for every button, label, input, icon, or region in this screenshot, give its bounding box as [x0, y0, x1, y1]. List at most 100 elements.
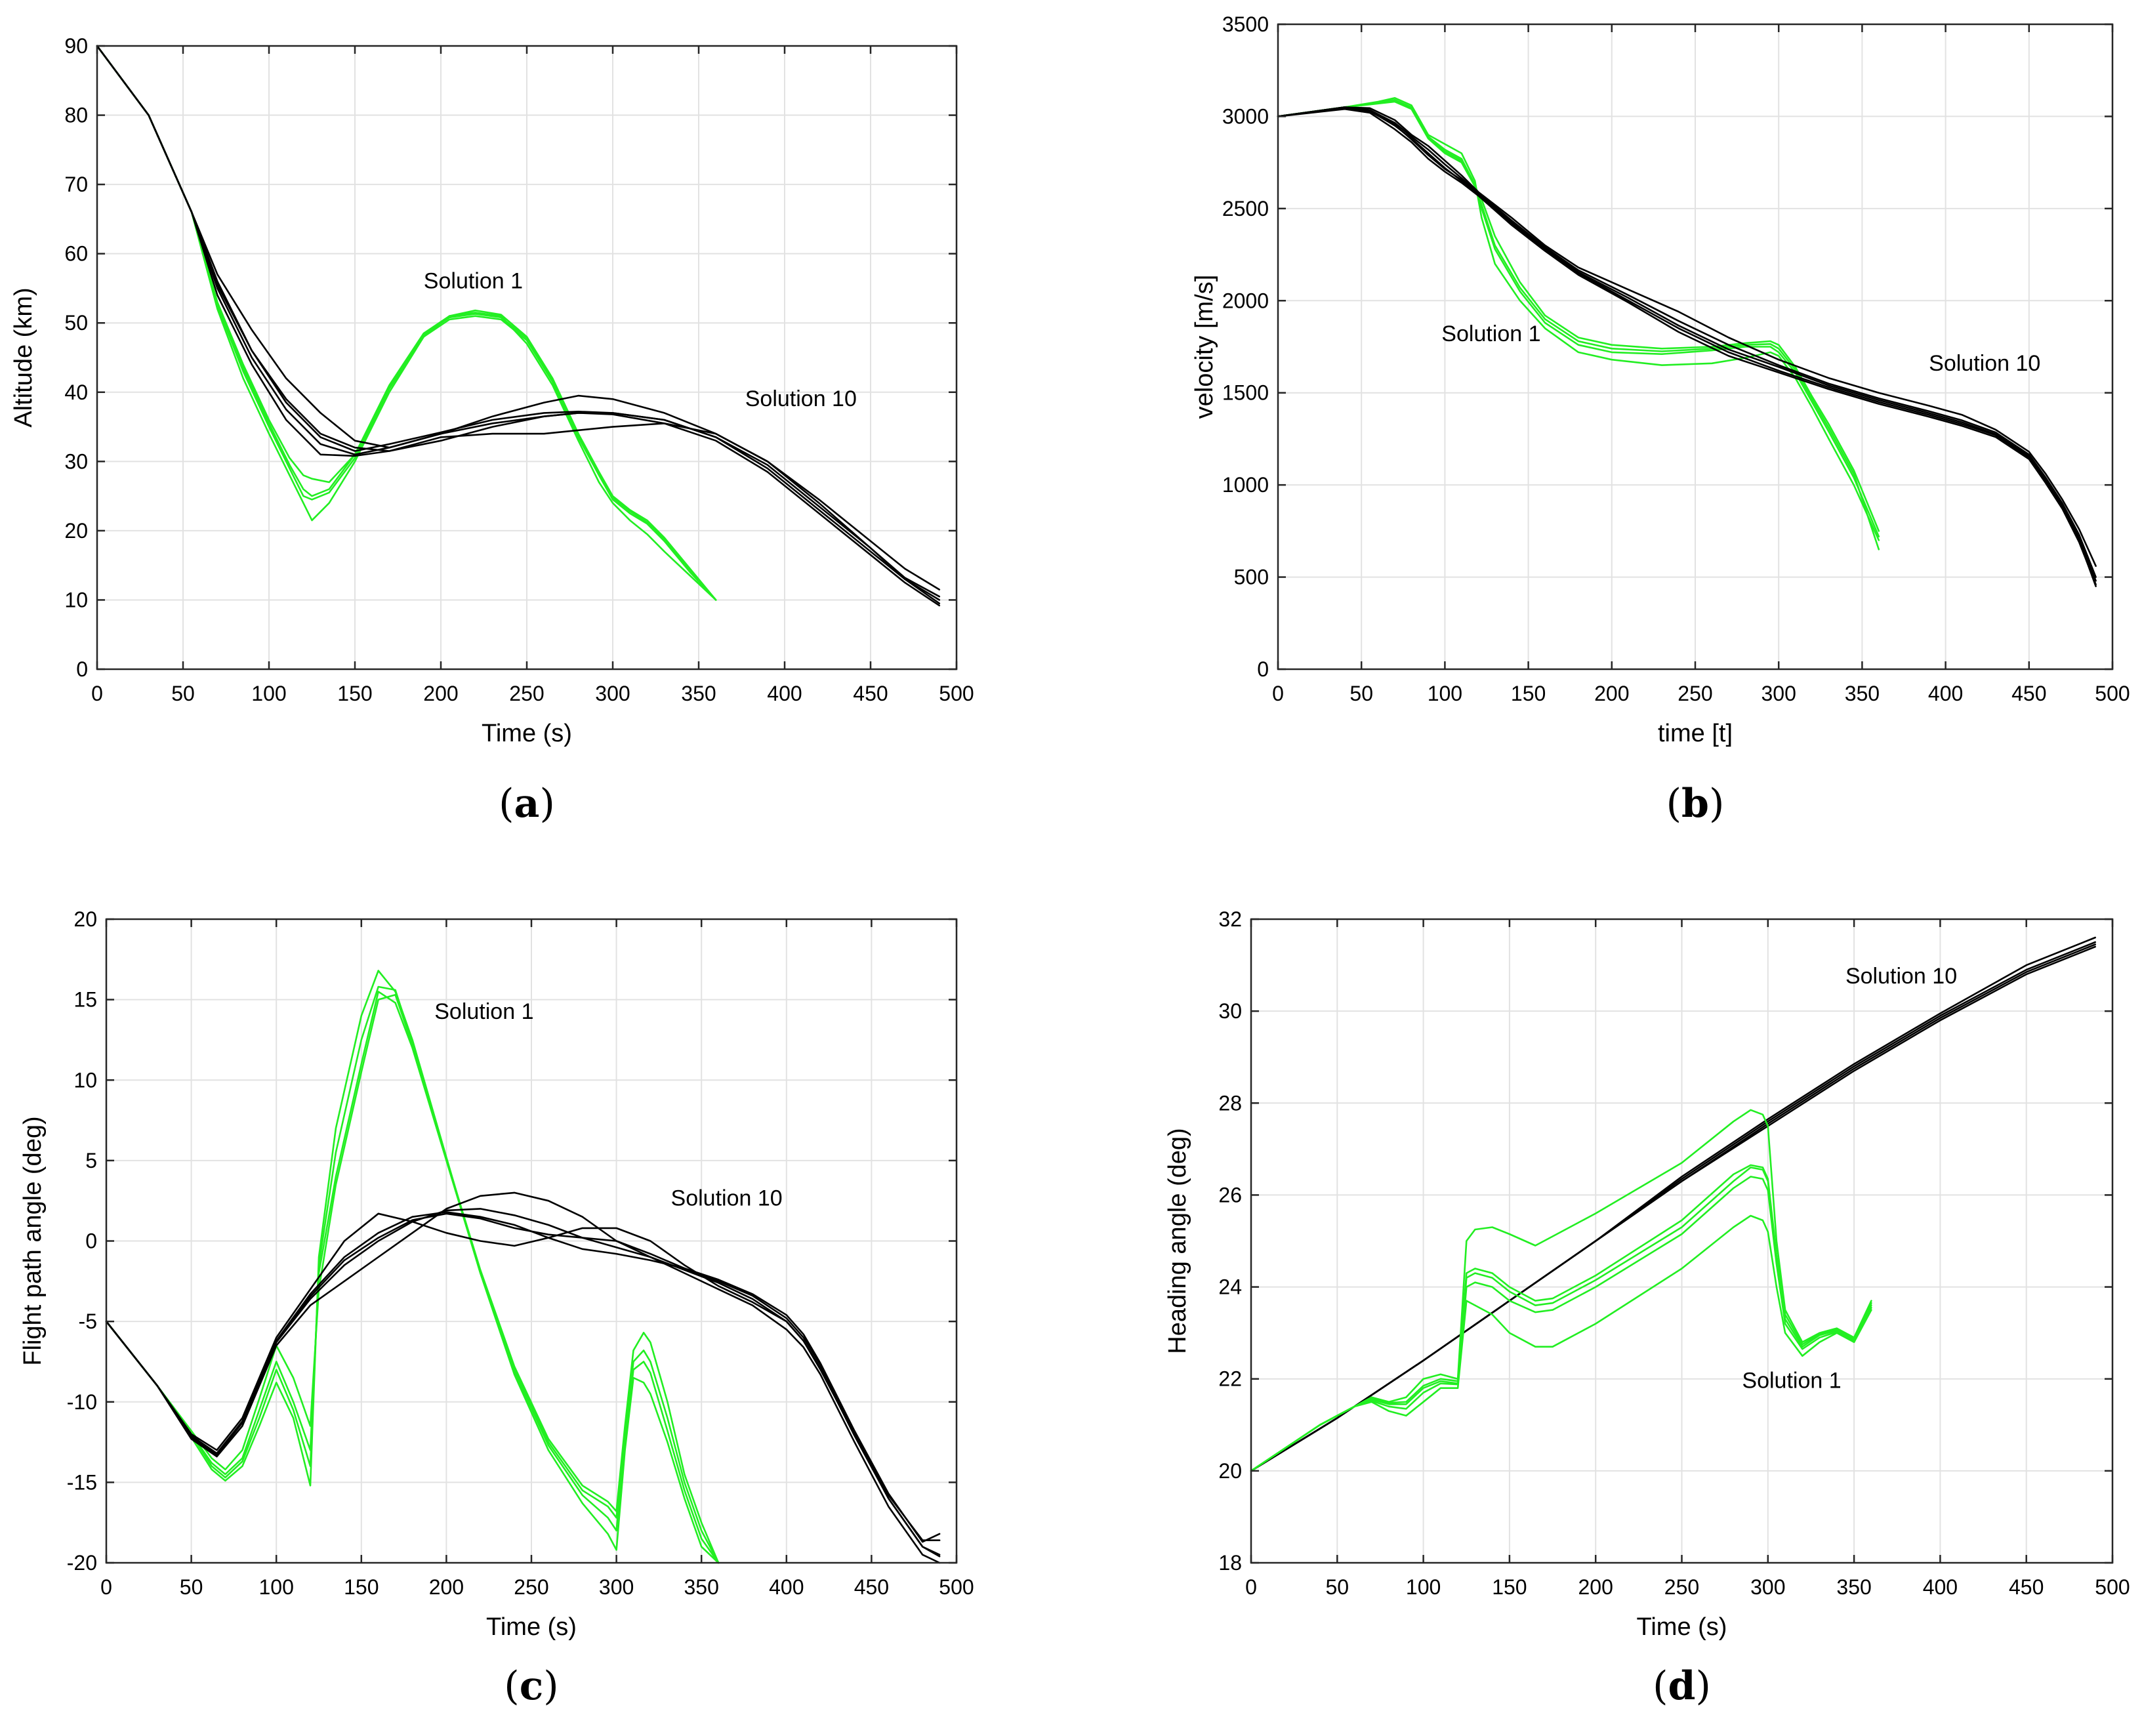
x-tick-label: 150 [337, 682, 372, 705]
series-line-solution-10 [96, 45, 941, 590]
x-tick-label: 50 [171, 682, 195, 705]
x-tick-label: 0 [1245, 1575, 1257, 1599]
series-line-solution-1 [1250, 1109, 1872, 1472]
y-tick-label: 80 [64, 104, 88, 127]
series-line-solution-1 [96, 45, 717, 601]
y-tick-label: 32 [1218, 907, 1242, 931]
y-tick-label: -10 [67, 1390, 97, 1414]
x-tick-label: 250 [514, 1575, 548, 1599]
series-annotation: Solution 10 [1845, 964, 1957, 989]
y-tick-label: 0 [85, 1230, 97, 1253]
y-tick-label: 40 [64, 381, 88, 404]
y-tick-label: 2500 [1222, 197, 1269, 220]
x-axis-label: Time (s) [486, 1613, 577, 1641]
series-line-solution-1 [96, 45, 717, 601]
series-line-solution-1 [1277, 100, 1880, 532]
chart-panel-c: 0 50 100 150 200 250 300 350 400 450 500-20-15-10-… [19, 907, 974, 1709]
y-tick-label: 3000 [1222, 104, 1269, 128]
y-axis-label: Flight path angle (deg) [19, 1116, 47, 1365]
x-tick-label: 450 [853, 682, 888, 705]
y-tick-label: 3500 [1222, 12, 1269, 36]
x-tick-label: 500 [2095, 1575, 2130, 1599]
y-tick-label: 70 [64, 173, 88, 196]
series-line-solution-1 [105, 991, 720, 1564]
x-tick-label: 50 [1326, 1575, 1349, 1599]
series-line-solution-1 [1277, 97, 1880, 541]
series-line-solution-1 [105, 985, 720, 1564]
x-tick-label: 300 [1750, 1575, 1785, 1599]
x-tick-label: 0 [91, 682, 103, 705]
x-tick-label: 250 [1664, 1575, 1699, 1599]
chart-panel-a: 0 50 100 150 200 250 300 350 400 450 500 0 10 20 30 40 5… [10, 34, 974, 827]
y-tick-label: 1000 [1222, 473, 1269, 497]
y-tick-label: 500 [1234, 566, 1269, 589]
series-line-solution-10 [96, 45, 941, 598]
y-tick-label: -15 [67, 1470, 97, 1494]
y-axis-label: Altitude (km) [10, 287, 37, 427]
series-annotation: Solution 10 [745, 386, 857, 411]
y-tick-label: 5 [85, 1149, 97, 1172]
x-tick-label: 150 [1511, 682, 1546, 705]
x-tick-label: 300 [599, 1575, 634, 1599]
panel-caption: (c) [504, 1663, 558, 1709]
series-annotation: Solution 1 [434, 999, 533, 1024]
series-line-solution-1 [1250, 1164, 1872, 1472]
series-line-solution-10 [1277, 107, 2097, 582]
x-tick-label: 200 [423, 682, 458, 705]
series-line-solution-1 [1250, 1214, 1872, 1472]
x-tick-label: 250 [509, 682, 544, 705]
chart-panel-b: 0 50 100 150 200 250 300 350 400 450 500 0 500 1000 15… [1191, 12, 2130, 827]
y-tick-label: -5 [79, 1310, 97, 1333]
series-line-solution-10 [1250, 945, 2096, 1472]
x-tick-label: 450 [2009, 1575, 2044, 1599]
series-line-solution-1 [1277, 100, 1880, 550]
series-annotation: Solution 1 [1742, 1369, 1841, 1394]
y-tick-label: 0 [1257, 657, 1269, 681]
x-tick-label: 250 [1678, 682, 1712, 705]
x-tick-label: 450 [854, 1575, 889, 1599]
x-tick-label: 200 [1578, 1575, 1613, 1599]
series-annotation: Solution 1 [424, 268, 523, 293]
series-line-solution-1 [105, 970, 720, 1564]
y-tick-label: 10 [64, 588, 88, 611]
y-tick-label: 20 [64, 519, 88, 543]
x-tick-label: 300 [595, 682, 630, 705]
x-tick-label: 400 [1923, 1575, 1958, 1599]
y-tick-label: 20 [1218, 1459, 1242, 1483]
y-tick-label: 50 [64, 311, 88, 335]
chart-panel-d: 0 50 100 150 200 250 300 350 400 450 500 18 20 22 24 26… [1164, 907, 2130, 1709]
series-line-solution-10 [1250, 936, 2096, 1472]
series-line-solution-10 [105, 1191, 941, 1564]
x-tick-label: 50 [1349, 682, 1373, 705]
y-tick-label: 30 [1218, 999, 1242, 1023]
x-tick-label: 350 [1845, 682, 1880, 705]
x-axis-label: time [t] [1658, 720, 1733, 747]
x-tick-label: 500 [939, 682, 974, 705]
x-tick-label: 150 [1492, 1575, 1527, 1599]
y-tick-label: 28 [1218, 1091, 1242, 1115]
x-tick-label: 400 [1928, 682, 1963, 705]
x-axis-label: Time (s) [482, 720, 572, 747]
series-annotation: Solution 10 [671, 1186, 783, 1211]
x-tick-label: 50 [180, 1575, 203, 1599]
x-tick-label: 350 [684, 1575, 719, 1599]
series-line-solution-10 [105, 1208, 941, 1556]
series-line-solution-1 [1250, 1176, 1872, 1472]
y-tick-label: 1500 [1222, 381, 1269, 405]
series-line-solution-10 [105, 1212, 941, 1541]
y-tick-label: 18 [1218, 1551, 1242, 1575]
y-axis-label: velocity [m/s] [1191, 275, 1218, 419]
y-tick-label: 15 [73, 988, 97, 1012]
x-tick-label: 400 [769, 1575, 804, 1599]
x-tick-label: 450 [2011, 682, 2046, 705]
x-tick-label: 500 [939, 1575, 974, 1599]
series-line-solution-10 [1277, 106, 2097, 578]
series-line-solution-1 [96, 45, 717, 601]
x-tick-label: 500 [2095, 682, 2130, 705]
series-line-solution-10 [96, 45, 941, 607]
x-tick-label: 150 [344, 1575, 379, 1599]
x-tick-label: 350 [1836, 1575, 1871, 1599]
x-tick-label: 100 [1428, 682, 1462, 705]
x-tick-label: 200 [1594, 682, 1629, 705]
